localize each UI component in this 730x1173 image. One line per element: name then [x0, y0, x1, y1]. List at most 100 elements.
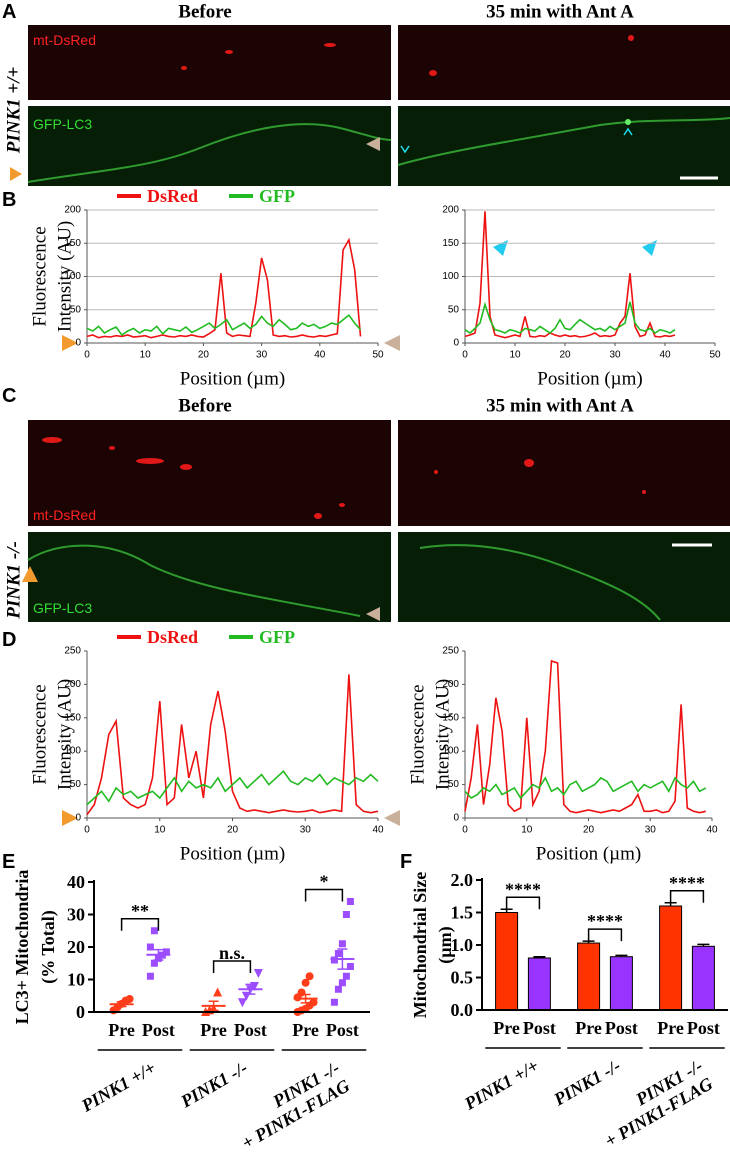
- line-series: [86, 237, 362, 339]
- x-tick-label: Post: [234, 1020, 267, 1040]
- error-bar: [697, 943, 710, 947]
- y-tick-label: 30: [67, 905, 85, 925]
- genotype-label: PINK1 +/+: [4, 67, 25, 155]
- x-tick-label: 40: [314, 350, 326, 361]
- y-axis-label: LC3+ Mitochondria: [12, 870, 32, 1025]
- error-bar: [208, 1000, 219, 1012]
- y-tick-label: 50: [70, 304, 82, 315]
- significance-bracket: [669, 890, 705, 903]
- y-tick-label: 200: [442, 679, 459, 690]
- data-point: [146, 943, 154, 951]
- y-tick-label: 150: [64, 238, 81, 249]
- line-series: [464, 301, 676, 335]
- x-axis-label: Position (µm): [537, 369, 642, 390]
- y-tick-label: 100: [64, 271, 81, 282]
- error-bar: [116, 1001, 127, 1008]
- x-tick-label: 20: [198, 350, 210, 361]
- x-tick-label: 20: [583, 825, 595, 836]
- y-axis-label: (µm): [435, 926, 456, 963]
- data-point: [253, 969, 263, 978]
- x-tick-label: 0: [462, 350, 468, 361]
- y-tick-label: 50: [70, 779, 82, 790]
- image-title: 35 min with Ant A: [486, 2, 634, 23]
- y-tick-label: 100: [442, 746, 459, 757]
- y-tick-label: 50: [448, 304, 460, 315]
- x-tick-label: 30: [300, 825, 312, 836]
- panel-label: E: [2, 851, 15, 873]
- data-point: [338, 979, 346, 987]
- error-bar: [337, 948, 348, 970]
- panel-label: B: [2, 189, 16, 211]
- x-tick-label: 10: [140, 350, 152, 361]
- data-point: [146, 972, 154, 980]
- micrographs-a: [10, 25, 730, 186]
- y-tick-label: 250: [442, 646, 459, 657]
- data-point: [309, 998, 318, 1007]
- x-tick-label: Pre: [575, 1018, 602, 1038]
- error-bar: [245, 983, 256, 995]
- channel-label: mt-DsRed: [33, 32, 96, 48]
- y-axis-label: (% Total): [38, 910, 59, 984]
- x-tick-label: 30: [645, 825, 657, 836]
- y-tick-label: 100: [442, 271, 459, 282]
- y-tick-label: 1.0: [451, 935, 474, 955]
- error-bar: [300, 993, 311, 1004]
- y-tick-label: 0: [453, 338, 459, 349]
- profile-arrowheads: [62, 240, 657, 826]
- y-tick-label: 0: [76, 1002, 85, 1022]
- group-label: PINK1 +/+: [460, 1055, 542, 1114]
- y-tick-label: 200: [64, 679, 81, 690]
- line-series: [464, 659, 706, 814]
- x-tick-label: 0: [462, 825, 468, 836]
- data-point: [237, 998, 247, 1008]
- data-point: [162, 948, 170, 956]
- x-tick-label: 0: [84, 350, 90, 361]
- data-point: [330, 998, 338, 1006]
- image-title: Before: [178, 2, 231, 23]
- data-point: [342, 972, 350, 980]
- x-tick-label: Pre: [657, 1018, 684, 1038]
- bar: [527, 957, 551, 1011]
- y-tick-label: 100: [64, 746, 81, 757]
- significance-bracket: [505, 896, 541, 910]
- x-tick-label: 40: [659, 350, 671, 361]
- genotype-label: PINK1 -/-: [4, 541, 25, 620]
- line-series: [464, 211, 676, 339]
- x-tick-label: Pre: [108, 1020, 135, 1040]
- y-tick-label: 200: [442, 205, 459, 216]
- panel-label: F: [400, 851, 412, 873]
- x-tick-label: Post: [142, 1020, 175, 1040]
- x-tick-label: Post: [523, 1018, 556, 1038]
- significance-bracket: [120, 918, 160, 931]
- x-tick-label: 10: [521, 825, 533, 836]
- legend-label: GFP: [259, 627, 295, 647]
- x-tick-label: 20: [227, 825, 239, 836]
- y-axis-label: Mitochondrial Size: [410, 872, 430, 1019]
- x-tick-label: 50: [372, 350, 384, 361]
- y-tick-label: 0.5: [451, 968, 474, 988]
- data-point: [305, 972, 314, 981]
- y-tick-label: 10: [67, 970, 85, 990]
- data-point: [301, 978, 310, 987]
- x-tick-label: Pre: [292, 1020, 319, 1040]
- x-axis-label: Position (µm): [536, 844, 641, 865]
- y-tick-label: 150: [442, 712, 459, 723]
- x-tick-label: 30: [256, 350, 268, 361]
- x-tick-label: 30: [609, 350, 621, 361]
- y-axis-label: Fluorescence: [408, 684, 429, 784]
- channel-label: GFP-LC3: [33, 116, 92, 132]
- data-point: [334, 985, 342, 993]
- x-tick-label: Post: [605, 1018, 638, 1038]
- error-bar: [615, 954, 628, 957]
- significance-label: n.s.: [219, 943, 245, 963]
- x-tick-label: 50: [709, 350, 721, 361]
- x-tick-label: Pre: [493, 1018, 520, 1038]
- data-point: [125, 995, 134, 1003]
- legend-label: GFP: [259, 186, 295, 206]
- data-point: [213, 987, 223, 997]
- bar: [609, 956, 633, 1011]
- y-tick-label: 200: [64, 205, 81, 216]
- y-tick-label: 0: [453, 813, 459, 824]
- y-tick-label: 2.0: [451, 870, 474, 890]
